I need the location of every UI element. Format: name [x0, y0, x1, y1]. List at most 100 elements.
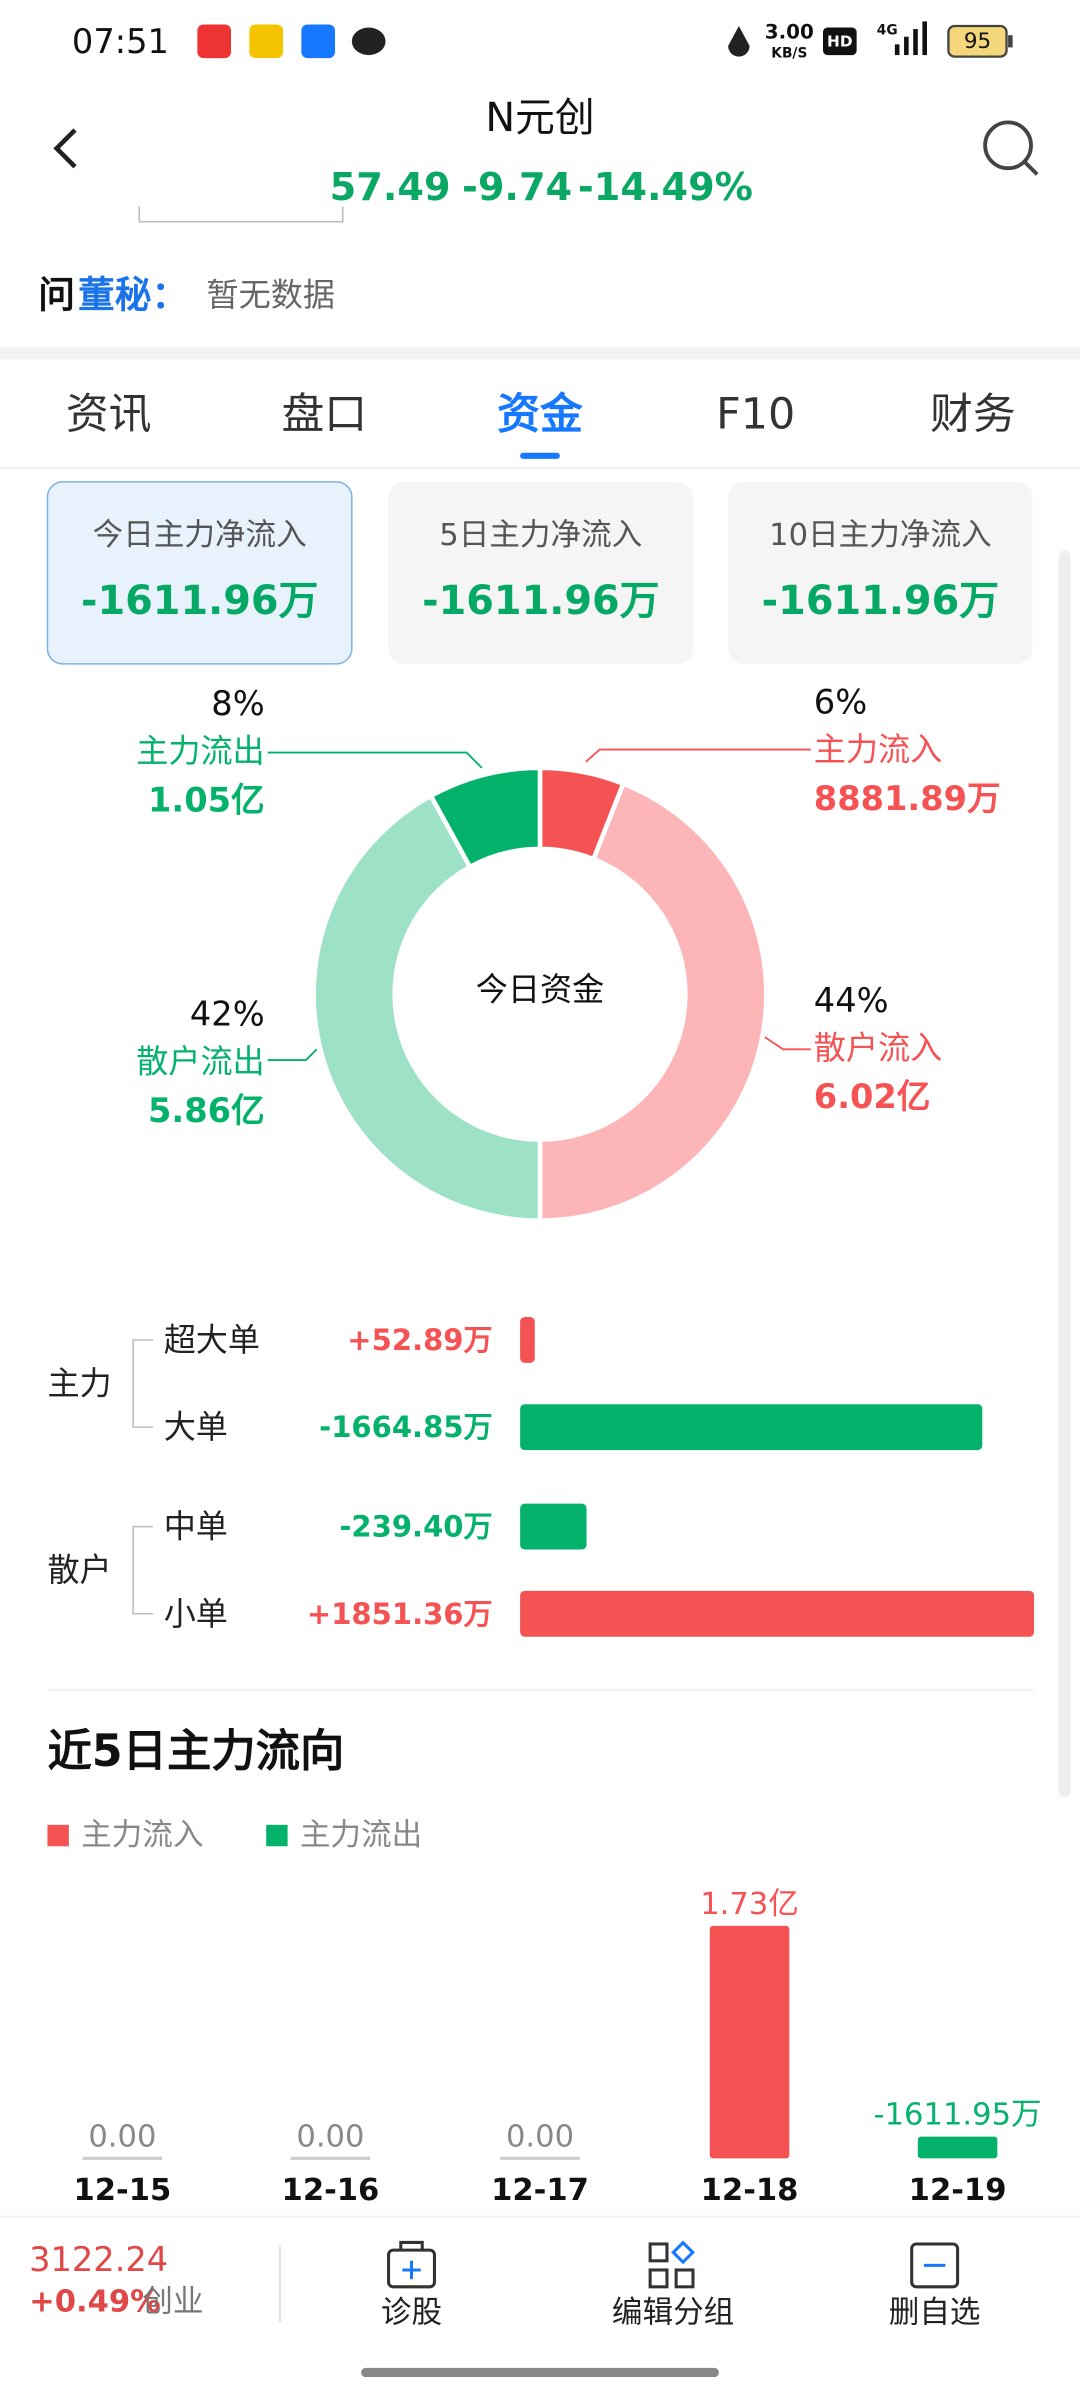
flow-bar	[709, 1925, 790, 2159]
group-bracket	[132, 1339, 154, 1428]
donut-slice	[427, 765, 543, 871]
order-type: 中单	[164, 1508, 228, 1546]
legend-swatch	[266, 1824, 288, 1847]
battery	[947, 24, 1008, 58]
battery-level: 95	[964, 29, 991, 54]
order-type: 小单	[164, 1595, 228, 1633]
bar-value-label: 0.00	[506, 2119, 574, 2154]
data-saver-icon	[728, 26, 750, 57]
app-icon	[197, 24, 232, 59]
flow-value: +1851.36万	[307, 1597, 493, 1631]
order-type: 大单	[164, 1408, 228, 1446]
signal-bars	[894, 21, 927, 56]
card-value: -1611.96万	[422, 578, 659, 624]
app-icon	[351, 27, 386, 56]
card-label: 5日主力净流入	[439, 518, 642, 553]
flow-bar	[520, 1590, 1035, 1637]
hd-badge	[822, 27, 857, 56]
x-tick-label: 12-18	[701, 2173, 799, 2208]
flow-value: +52.89万	[347, 1323, 492, 1357]
slice-pct: 8%	[211, 684, 264, 723]
app-icon	[249, 24, 284, 59]
price: 57.49	[330, 166, 451, 210]
index-change: +0.49%	[29, 2285, 161, 2320]
flow-card[interactable]	[388, 481, 693, 664]
index-name: 创业	[142, 2285, 203, 2320]
stock-name: N元创	[485, 95, 594, 141]
flow-bar	[520, 1404, 983, 1451]
slice-amount: 6.02亿	[814, 1077, 931, 1116]
leader-line	[267, 1048, 318, 1061]
card-label: 今日主力净流入	[93, 518, 307, 553]
slice-name: 散户流入	[814, 1029, 942, 1067]
x-tick-label: 12-19	[909, 2173, 1007, 2208]
slice-name: 主力流入	[814, 731, 942, 769]
leader-line	[267, 751, 483, 769]
ask-text: 暂无数据	[207, 276, 335, 314]
status-time: 07:51	[72, 22, 169, 61]
flow-bar	[917, 2136, 998, 2159]
scrollbar	[1058, 550, 1071, 1798]
net-speed: 3.00	[765, 21, 814, 44]
donut-center-label: 今日资金	[476, 971, 604, 1009]
tab[interactable]: 财务	[930, 390, 1016, 440]
search-button[interactable]	[983, 120, 1039, 176]
tab-indicator	[520, 452, 560, 459]
card-value: -1611.96万	[81, 578, 318, 624]
legend-label: 主力流入	[81, 1818, 203, 1853]
tab[interactable]: 盘口	[282, 390, 368, 440]
card-value: -1611.96万	[762, 578, 999, 624]
change: -9.74	[462, 166, 572, 210]
change-pct: -14.49%	[578, 166, 753, 210]
bar-value-label: 0.00	[296, 2119, 364, 2154]
flow-bar	[520, 1317, 535, 1363]
group-label: 主力	[47, 1365, 111, 1403]
slice-amount: 1.05亿	[148, 781, 265, 820]
donut-slice	[311, 792, 543, 1223]
slice-pct: 6%	[814, 683, 867, 722]
leader-line	[585, 748, 811, 763]
bottom-button[interactable]: 删自选	[889, 2295, 981, 2330]
signal-label: 4G	[877, 23, 898, 39]
slice-amount: 8881.89万	[814, 779, 1001, 818]
flow-value: -239.40万	[339, 1510, 492, 1544]
remove-icon	[910, 2242, 960, 2289]
tab[interactable]: 资讯	[66, 390, 152, 440]
x-tick-label: 12-17	[491, 2173, 589, 2208]
x-tick-label: 12-15	[74, 2173, 172, 2208]
divider	[0, 347, 1080, 360]
bar-value-label: -1611.95万	[874, 2098, 1042, 2133]
bar-value-label: 1.73亿	[700, 1887, 799, 1922]
slice-pct: 42%	[190, 995, 265, 1034]
section-title: 近5日主力流向	[47, 1726, 344, 1777]
tab[interactable]: F10	[716, 390, 795, 440]
legend-swatch	[47, 1824, 69, 1847]
order-type: 超大单	[164, 1321, 260, 1359]
flow-value: -1664.85万	[319, 1410, 492, 1444]
bar-value-label: 0.00	[88, 2119, 156, 2154]
flow-bar	[520, 1503, 587, 1550]
group-bracket	[132, 1525, 154, 1615]
slice-pct: 44%	[814, 981, 889, 1020]
overlay-box	[138, 206, 344, 223]
hd-label: HD	[827, 32, 852, 50]
group-icon	[648, 2240, 695, 2289]
diagnose-icon	[387, 2240, 436, 2289]
slice-amount: 5.86亿	[148, 1091, 265, 1130]
index-value: 3122.24	[29, 2240, 168, 2279]
back-button[interactable]	[53, 128, 77, 169]
net-unit: KB/S	[771, 46, 807, 62]
bottom-button[interactable]: 诊股	[381, 2295, 442, 2330]
leader-line	[764, 1036, 811, 1051]
flow-card[interactable]	[46, 481, 353, 665]
tab[interactable]: 资金	[497, 390, 583, 440]
slice-name: 散户流出	[136, 1043, 264, 1081]
bottom-button[interactable]: 编辑分组	[612, 2295, 734, 2330]
flow-card[interactable]	[728, 481, 1033, 664]
group-label: 散户	[47, 1551, 111, 1589]
card-label: 10日主力净流入	[769, 518, 991, 553]
legend-label: 主力流出	[300, 1818, 422, 1853]
x-tick-label: 12-16	[282, 2173, 380, 2208]
